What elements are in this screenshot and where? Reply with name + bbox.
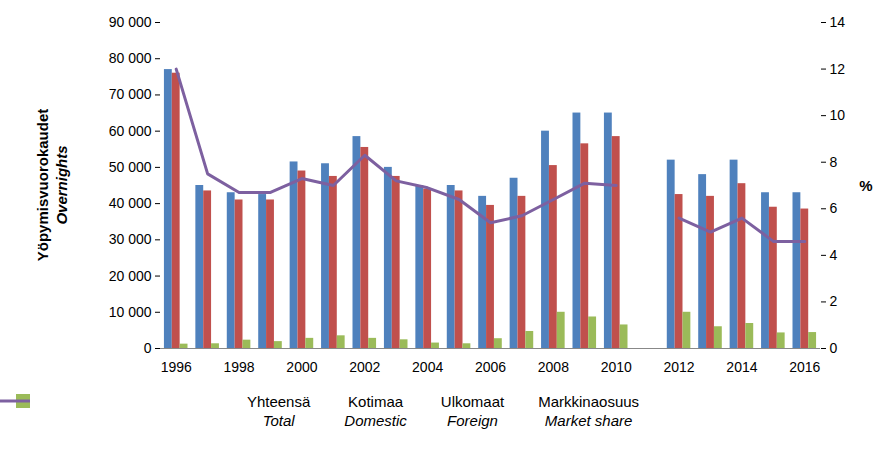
html-text:Foreign: Foreign xyxy=(447,412,498,429)
svg-text:0: 0 xyxy=(144,340,152,356)
html-text:Market share: Market share xyxy=(544,412,633,429)
svg-text:90 000: 90 000 xyxy=(109,14,152,30)
svg-text:2006: 2006 xyxy=(475,359,506,375)
svg-text:4: 4 xyxy=(830,247,838,263)
svg-text:14: 14 xyxy=(830,14,846,30)
svg-text:2000: 2000 xyxy=(286,359,317,375)
svg-text:8: 8 xyxy=(830,154,838,170)
html-text:Ulkomaat: Ulkomaat xyxy=(440,393,505,410)
svg-text:0: 0 xyxy=(830,340,838,356)
svg-text:10: 10 xyxy=(830,107,846,123)
svg-text:40 000: 40 000 xyxy=(109,195,152,211)
html-text:Kotimaa: Kotimaa xyxy=(348,393,404,410)
html-text:Total: Total xyxy=(262,412,295,429)
svg-text:30 000: 30 000 xyxy=(109,231,152,247)
svg-text:1998: 1998 xyxy=(223,359,254,375)
svg-text:60 000: 60 000 xyxy=(109,123,152,139)
svg-text:12: 12 xyxy=(830,61,846,77)
svg-text:2016: 2016 xyxy=(789,359,820,375)
svg-text:2008: 2008 xyxy=(538,359,569,375)
svg-text:2012: 2012 xyxy=(663,359,694,375)
html-text:Domestic: Domestic xyxy=(344,412,407,429)
svg-text:2004: 2004 xyxy=(412,359,443,375)
svg-text:2: 2 xyxy=(830,293,838,309)
html-text:Yhteensä: Yhteensä xyxy=(246,393,311,410)
svg-text:2002: 2002 xyxy=(349,359,380,375)
svg-text:2010: 2010 xyxy=(601,359,632,375)
svg-text:50 000: 50 000 xyxy=(109,159,152,175)
html-text:Yöpymisvuorokaudet: Yöpymisvuorokaudet xyxy=(34,108,51,262)
svg-text:1996: 1996 xyxy=(161,359,192,375)
svg-text:6: 6 xyxy=(830,200,838,216)
html-text:Markkinaosuus: Markkinaosuus xyxy=(538,393,640,410)
svg-text:2014: 2014 xyxy=(726,359,757,375)
svg-text:20 000: 20 000 xyxy=(109,268,152,284)
svg-text:10 000: 10 000 xyxy=(109,304,152,320)
html-text:Overnights: Overnights xyxy=(53,145,70,225)
svg-text:80 000: 80 000 xyxy=(109,50,152,66)
svg-text:70 000: 70 000 xyxy=(109,86,152,102)
